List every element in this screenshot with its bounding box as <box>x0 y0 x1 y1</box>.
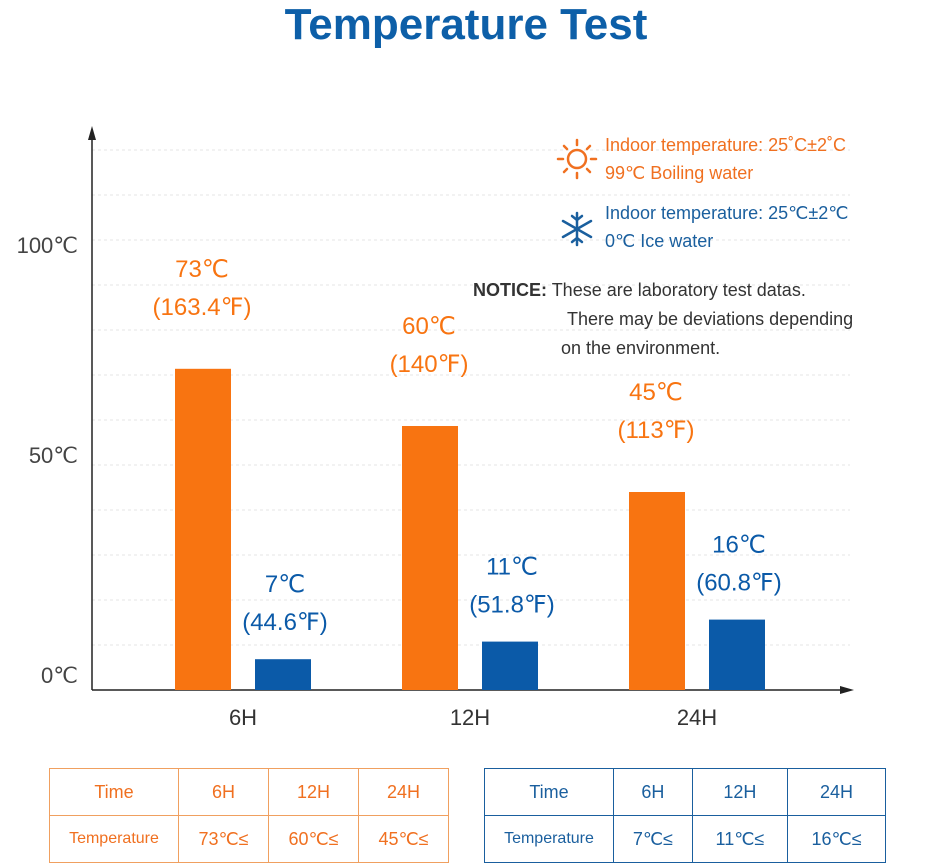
table-row: Time 6H 12H 24H <box>49 768 449 816</box>
bar <box>175 368 231 690</box>
table-cell: 7℃≤ <box>613 815 693 863</box>
data-label-fahrenheit: (60.8℉) <box>696 570 782 597</box>
bar <box>255 659 311 690</box>
x-tick-label: 24H <box>677 705 717 730</box>
table-cell: 6H <box>178 768 269 816</box>
y-axis-arrow <box>88 126 96 140</box>
page-title: Temperature Test <box>284 0 648 49</box>
notice-line3: on the environment. <box>561 338 721 358</box>
data-label-celsius: 11℃ <box>486 554 538 581</box>
table-cell: 16℃≤ <box>787 815 886 863</box>
data-label-celsius: 16℃ <box>712 532 766 559</box>
bar <box>629 492 685 690</box>
legend-cold-line1: Indoor temperature: 25℃±2℃ <box>605 203 849 223</box>
data-label-fahrenheit: (163.4℉) <box>153 294 252 321</box>
table-cell: 6H <box>613 768 693 816</box>
hot-table: Time 6H 12H 24H Temperature 73℃≤ 60℃≤ 45… <box>49 768 449 863</box>
table-cell: Temperature <box>484 815 614 863</box>
table-cell: 12H <box>691 768 789 816</box>
table-cell: Temperature <box>49 815 179 863</box>
x-axis-arrow <box>840 686 854 694</box>
bar <box>402 426 458 690</box>
y-tick-label: 100℃ <box>17 233 78 258</box>
table-cell: 60℃≤ <box>268 815 359 863</box>
notice: NOTICE: These are laboratory test datas.… <box>473 276 853 363</box>
data-label-fahrenheit: (51.8℉) <box>469 592 555 619</box>
table-cell: 24H <box>358 768 449 816</box>
bar-chart: 0℃ 50℃ 100℃ 6H 73℃ (163.4℉) 7℃ (44.6℉) 12H 60℃ (14… <box>17 126 854 730</box>
sun-icon <box>556 138 598 180</box>
data-label-fahrenheit: (140℉) <box>390 351 469 378</box>
table-cell: Time <box>484 768 614 816</box>
data-label-celsius: 60℃ <box>402 313 456 340</box>
table-cell: 73℃≤ <box>178 815 269 863</box>
notice-line2: There may be deviations depending <box>567 309 854 329</box>
table-row: Time 6H 12H 24H <box>484 768 886 816</box>
notice-label: NOTICE: <box>473 280 547 300</box>
notice-line1: These are laboratory test datas. <box>551 280 806 300</box>
table-row: Temperature 7℃≤ 11℃≤ 16℃≤ <box>484 815 886 863</box>
table-cell: 45℃≤ <box>358 815 449 863</box>
data-label-celsius: 73℃ <box>175 256 229 283</box>
legend-hot-line2: 99℃ Boiling water <box>605 163 754 183</box>
data-label-fahrenheit: (113℉) <box>617 417 694 444</box>
legend-cold-line2: 0℃ Ice water <box>605 231 714 251</box>
table-cell: 24H <box>787 768 886 816</box>
legend-hot-line1: Indoor temperature: 25˚C±2˚C <box>605 135 846 155</box>
table-cell: 11℃≤ <box>691 815 789 863</box>
table-cell: 12H <box>268 768 359 816</box>
x-tick-label: 12H <box>450 705 490 730</box>
legend-hot: Indoor temperature: 25˚C±2˚C 99℃ Boiling… <box>555 131 846 187</box>
table-cell: Time <box>49 768 179 816</box>
data-label-celsius: 7℃ <box>265 571 305 598</box>
legend-cold: Indoor temperature: 25℃±2℃ 0℃ Ice water <box>555 199 848 255</box>
snowflake-icon <box>561 211 593 247</box>
y-tick-label: 0℃ <box>41 663 78 688</box>
data-label-fahrenheit: (44.6℉) <box>242 609 328 636</box>
y-tick-label: 50℃ <box>29 443 78 468</box>
x-tick-label: 6H <box>229 705 257 730</box>
bar <box>709 619 765 690</box>
data-label-celsius: 45℃ <box>629 379 683 406</box>
bar <box>482 641 538 690</box>
cold-table: Time 6H 12H 24H Temperature 7℃≤ 11℃≤ 16℃… <box>484 768 886 863</box>
table-row: Temperature 73℃≤ 60℃≤ 45℃≤ <box>49 815 449 863</box>
